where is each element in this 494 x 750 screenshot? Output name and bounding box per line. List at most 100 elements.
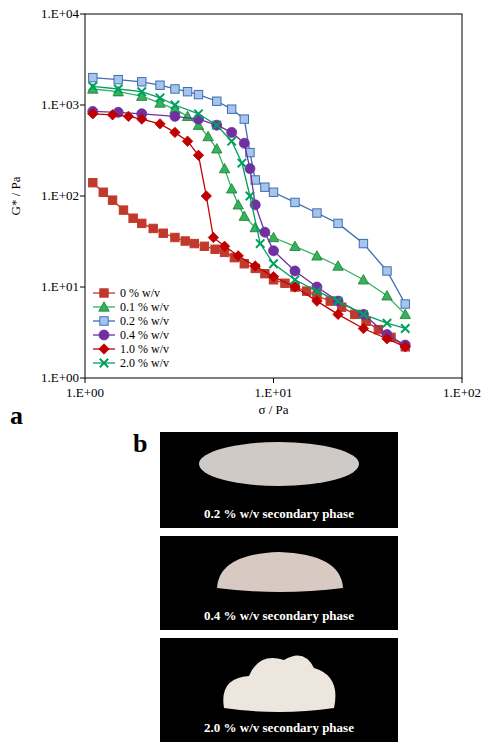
legend-marker xyxy=(99,302,109,311)
data-point xyxy=(129,214,137,222)
sample-blob xyxy=(199,442,359,486)
y-tick-label: 1.E+04 xyxy=(41,6,80,21)
legend-label: 0.4 % w/v xyxy=(120,328,169,342)
data-point xyxy=(382,291,392,300)
data-point xyxy=(137,114,147,124)
data-point xyxy=(219,163,229,172)
data-point xyxy=(212,120,222,130)
y-tick xyxy=(80,105,85,106)
legend-marker xyxy=(100,359,108,367)
data-point xyxy=(312,251,322,260)
data-point xyxy=(193,150,203,160)
data-point xyxy=(245,164,255,174)
photo xyxy=(160,638,398,742)
data-point xyxy=(119,206,127,214)
data-point xyxy=(138,78,146,86)
data-point xyxy=(107,110,117,120)
data-point xyxy=(226,184,236,193)
data-point xyxy=(227,105,235,113)
data-point xyxy=(138,219,146,227)
data-point xyxy=(334,297,342,305)
photo xyxy=(160,536,398,630)
plot-frame xyxy=(85,14,462,378)
data-point xyxy=(269,260,277,268)
photo-caption: 0.2 % w/v secondary phase xyxy=(204,506,354,521)
data-point xyxy=(358,275,368,284)
y-tick-label: 1.E+03 xyxy=(41,97,79,112)
data-point xyxy=(149,224,157,232)
data-point xyxy=(383,267,391,275)
data-point xyxy=(238,159,246,167)
data-point xyxy=(233,200,243,209)
legend-label: 1.0 % w/v xyxy=(120,342,169,356)
y-tick-label: 1.E+01 xyxy=(41,279,79,294)
data-point xyxy=(383,319,391,327)
series-line xyxy=(93,89,405,314)
sample-blob xyxy=(223,656,335,713)
legend-label: 0.1 % w/v xyxy=(120,300,169,314)
x-tick xyxy=(273,378,274,383)
x-tick-label: 1.E+02 xyxy=(443,385,481,400)
data-point xyxy=(333,309,343,319)
data-point xyxy=(291,198,299,206)
data-point xyxy=(246,192,254,200)
data-point xyxy=(171,85,179,93)
x-tick-label: 1.E+01 xyxy=(254,385,292,400)
data-point xyxy=(99,188,107,196)
data-point xyxy=(108,196,116,204)
data-point xyxy=(313,209,321,217)
data-point xyxy=(182,136,192,146)
data-point xyxy=(313,287,321,295)
data-point xyxy=(208,232,218,242)
data-point xyxy=(114,75,122,83)
data-point xyxy=(358,309,368,319)
y-tick-label: 1.E+00 xyxy=(41,370,79,385)
panel-letter: b xyxy=(133,429,147,458)
data-point xyxy=(260,227,270,237)
data-point xyxy=(269,246,279,256)
data-point xyxy=(256,239,264,247)
series-line xyxy=(93,183,405,347)
data-point xyxy=(240,115,248,123)
data-point xyxy=(213,97,221,105)
data-point xyxy=(359,239,367,247)
panel-letter: a xyxy=(10,401,23,430)
data-point xyxy=(212,144,222,153)
data-point xyxy=(170,111,180,121)
data-point xyxy=(250,261,260,271)
data-point xyxy=(312,296,322,306)
data-point xyxy=(183,88,191,96)
data-point xyxy=(170,127,180,137)
data-point xyxy=(269,188,277,196)
series-line xyxy=(93,86,405,328)
sample-blob xyxy=(217,552,343,592)
data-point xyxy=(359,310,367,318)
data-point xyxy=(201,191,211,201)
data-point xyxy=(138,88,146,96)
x-axis-title: σ / Pa xyxy=(258,402,288,417)
data-point xyxy=(171,101,179,109)
data-point xyxy=(261,183,269,191)
data-point xyxy=(290,241,300,250)
data-point xyxy=(194,110,202,118)
data-point xyxy=(333,261,343,270)
data-point xyxy=(155,119,165,129)
y-axis-title: G* / Pa xyxy=(8,176,23,215)
data-point xyxy=(213,121,221,129)
y-tick-label: 1.E+02 xyxy=(41,188,79,203)
legend-marker xyxy=(100,289,108,297)
data-point xyxy=(194,90,202,98)
data-point xyxy=(291,276,299,284)
legend-label: 2.0 % w/v xyxy=(120,356,169,370)
data-point xyxy=(190,239,198,247)
data-point xyxy=(400,342,410,352)
x-tick xyxy=(462,378,463,383)
data-point xyxy=(239,138,249,148)
data-point xyxy=(268,271,278,281)
data-point xyxy=(211,245,219,253)
y-tick xyxy=(80,378,85,379)
y-tick xyxy=(80,14,85,15)
data-point xyxy=(227,137,235,145)
data-point xyxy=(233,251,243,261)
data-point xyxy=(334,219,342,227)
